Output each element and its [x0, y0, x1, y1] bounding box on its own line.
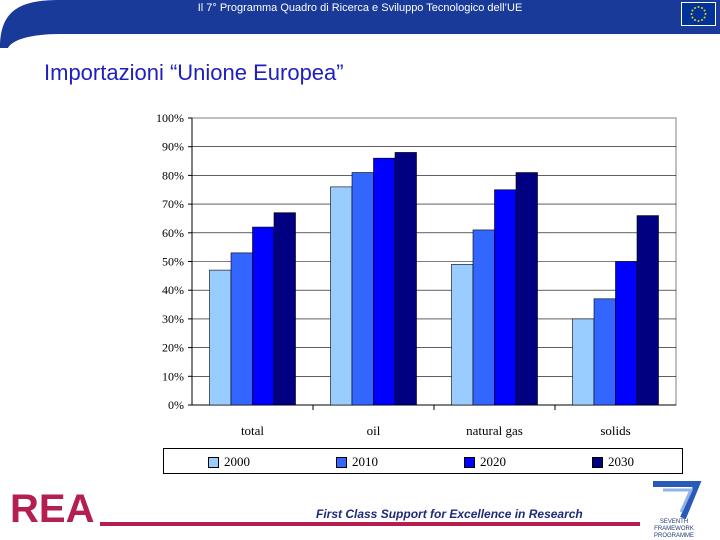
bar: [494, 189, 517, 406]
eu-star: [694, 19, 696, 22]
eu-star: [697, 6, 700, 8]
header-banner-shape: [0, 0, 720, 48]
fp7-caption: SEVENTH FRAMEWORK PROGRAMME: [653, 519, 694, 539]
bar: [593, 298, 616, 406]
rea-logo: REA: [10, 487, 94, 528]
legend-label: 2010: [352, 454, 378, 469]
eu-star: [694, 6, 696, 9]
legend-swatch: [208, 456, 219, 468]
y-tick-label: 20%: [162, 341, 184, 355]
legend-label: 2030: [608, 454, 634, 469]
legend-swatch: [592, 456, 603, 468]
eu-star: [701, 19, 703, 22]
footer-tagline: First Class Support for Excellence in Re…: [316, 507, 583, 521]
bar: [273, 212, 296, 406]
y-tick-label: 40%: [162, 283, 184, 297]
header-text: Il 7° Programma Quadro di Ricerca e Svil…: [197, 2, 523, 14]
y-tick-label: 100%: [156, 111, 184, 125]
eu-stars-icon: [690, 6, 707, 22]
y-tick-label: 50%: [162, 255, 184, 269]
y-tick-label: 70%: [162, 197, 184, 211]
y-tick-label: 30%: [162, 312, 184, 326]
bar: [394, 152, 417, 406]
eu-star: [703, 9, 706, 12]
y-tick-label: 60%: [162, 226, 184, 240]
rea-logo-text: REA: [10, 487, 94, 528]
bar: [209, 269, 232, 406]
eu-star: [697, 20, 700, 22]
bar: [230, 252, 253, 406]
legend-label: 2000: [224, 454, 250, 469]
bar: [515, 172, 538, 406]
x-tick-label: solids: [600, 423, 630, 438]
legend-item: 2030: [592, 454, 634, 470]
bar: [451, 264, 474, 406]
footer-divider: [100, 522, 640, 526]
eu-star: [701, 6, 703, 9]
y-tick-label: 80%: [162, 168, 184, 182]
x-tick-label: oil: [367, 423, 381, 438]
legend-item: 2000: [208, 454, 250, 470]
y-tick-label: 0%: [168, 398, 184, 412]
fp7-logo-icon: [653, 481, 702, 520]
x-tick-label: natural gas: [466, 423, 523, 438]
bar: [636, 215, 659, 406]
legend-item: 2010: [336, 454, 378, 470]
legend-swatch: [336, 456, 347, 468]
eu-star: [703, 16, 706, 19]
bar: [252, 226, 275, 406]
x-tick-label: total: [241, 423, 264, 438]
slide-title: Importazioni “Unione Europea”: [44, 60, 344, 85]
legend-swatch: [464, 456, 475, 468]
legend-item: 2020: [464, 454, 506, 470]
bar: [351, 172, 374, 406]
bar-chart: 0% 10% 20% 30% 40% 50% 60% 70% 80% 90% 100% total oi…: [156, 111, 677, 438]
bar: [572, 318, 595, 406]
bar: [330, 186, 353, 406]
eu-star: [690, 13, 693, 15]
y-tick-label: 10%: [162, 369, 184, 383]
bar: [472, 229, 495, 406]
eu-flag-icon: [681, 2, 716, 26]
eu-star: [704, 13, 707, 15]
bar: [373, 157, 396, 406]
legend-label: 2020: [480, 454, 506, 469]
eu-star: [691, 9, 694, 12]
chart-legend: 2000 2010 2020 2030: [163, 448, 683, 474]
bar: [615, 261, 638, 406]
eu-star: [691, 16, 694, 19]
header-banner: Il 7° Programma Quadro di Ricerca e Svil…: [0, 0, 720, 48]
y-tick-label: 90%: [162, 140, 184, 154]
